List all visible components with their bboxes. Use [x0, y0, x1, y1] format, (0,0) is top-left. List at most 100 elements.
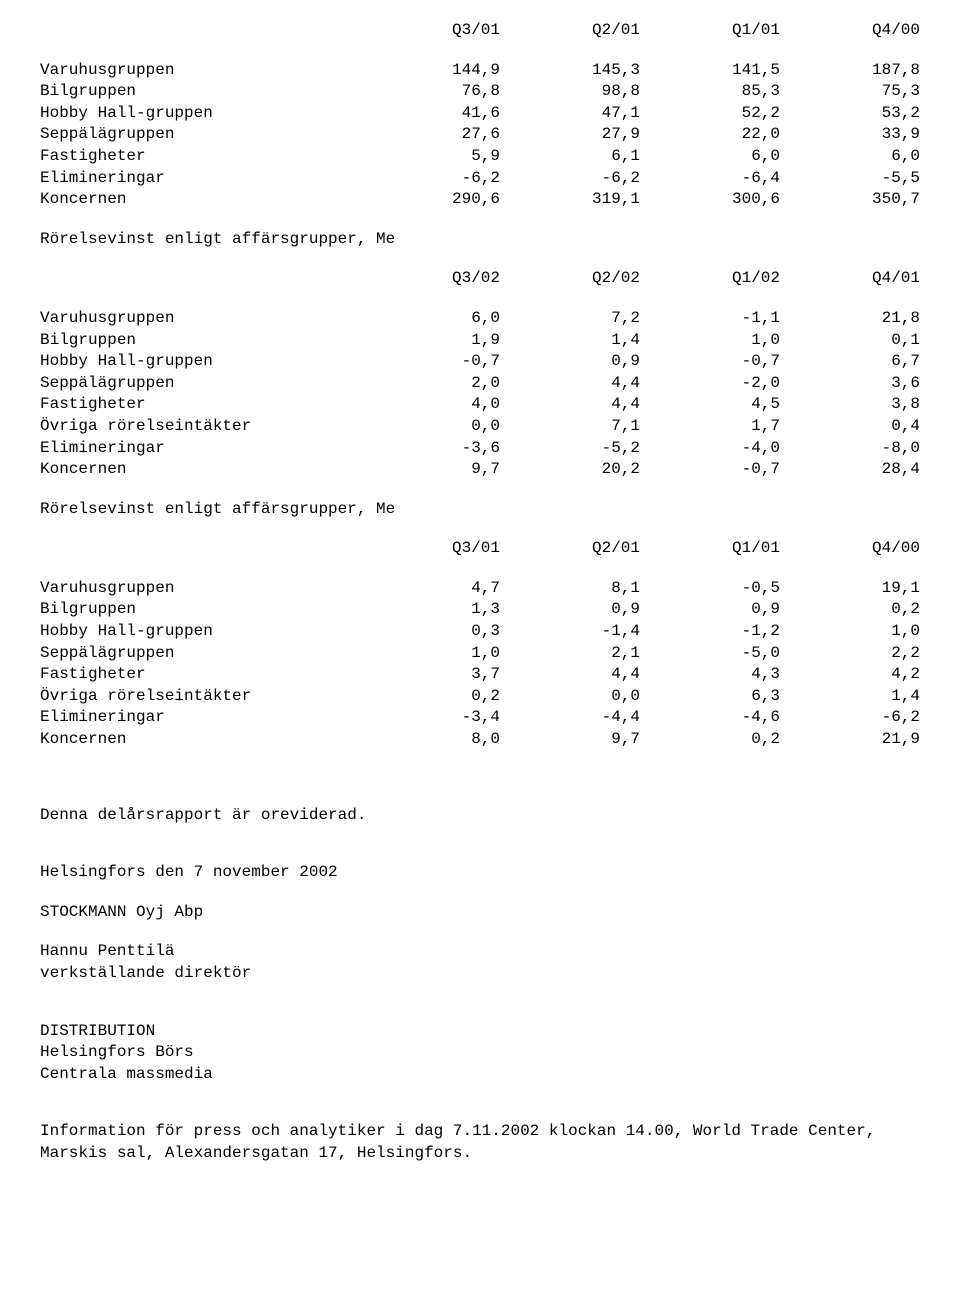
cell: 9,7	[500, 729, 640, 751]
row-label: Fastigheter	[40, 664, 360, 686]
cell: -5,2	[500, 438, 640, 460]
footer-line-6: DISTRIBUTION	[40, 1021, 920, 1043]
cell: 4,7	[360, 578, 500, 600]
col-header: Q3/01	[360, 20, 500, 42]
cell: 1,3	[360, 599, 500, 621]
col-header: Q3/02	[360, 268, 500, 290]
row-label: Seppälägruppen	[40, 643, 360, 665]
cell: 0,2	[360, 686, 500, 708]
cell: 0,4	[780, 416, 920, 438]
table-row: Seppälägruppen2,04,4-2,03,6	[40, 373, 920, 395]
cell: 6,7	[780, 351, 920, 373]
cell: -4,6	[640, 707, 780, 729]
footer-line-5: verkställande direktör	[40, 963, 920, 985]
col-header: Q4/01	[780, 268, 920, 290]
row-label: Hobby Hall-gruppen	[40, 351, 360, 373]
cell: 187,8	[780, 60, 920, 82]
cell: 0,3	[360, 621, 500, 643]
table-row: Bilgruppen1,30,90,90,2	[40, 599, 920, 621]
cell: 21,8	[780, 308, 920, 330]
cell: 1,4	[500, 330, 640, 352]
cell: 4,4	[500, 664, 640, 686]
cell: 4,5	[640, 394, 780, 416]
cell: 1,0	[640, 330, 780, 352]
cell: 6,0	[640, 146, 780, 168]
table-row: Koncernen8,09,70,221,9	[40, 729, 920, 751]
table-row: Elimineringar-3,4-4,4-4,6-6,2	[40, 707, 920, 729]
cell: 0,1	[780, 330, 920, 352]
cell: 21,9	[780, 729, 920, 751]
cell: -0,7	[640, 459, 780, 481]
cell: 6,0	[360, 308, 500, 330]
table-header-row: Q3/02 Q2/02 Q1/02 Q4/01	[40, 268, 920, 290]
cell: 0,9	[640, 599, 780, 621]
cell: 1,0	[360, 643, 500, 665]
table-header-row: Q3/01 Q2/01 Q1/01 Q4/00	[40, 538, 920, 560]
cell: 7,2	[500, 308, 640, 330]
cell: -2,0	[640, 373, 780, 395]
cell: 52,2	[640, 103, 780, 125]
row-label: Elimineringar	[40, 438, 360, 460]
cell: -1,1	[640, 308, 780, 330]
row-label: Övriga rörelseintäkter	[40, 686, 360, 708]
cell: 53,2	[780, 103, 920, 125]
footer-line-7: Helsingfors Börs	[40, 1042, 920, 1064]
cell: 0,9	[500, 351, 640, 373]
cell: 4,2	[780, 664, 920, 686]
table-row: Koncernen9,720,2-0,728,4	[40, 459, 920, 481]
footer-line-1: Denna delårsrapport är oreviderad.	[40, 805, 920, 827]
cell: 145,3	[500, 60, 640, 82]
col-header: Q4/00	[780, 538, 920, 560]
cell: 0,2	[640, 729, 780, 751]
cell: 98,8	[500, 81, 640, 103]
cell: 75,3	[780, 81, 920, 103]
cell: 22,0	[640, 124, 780, 146]
table-row: Fastigheter3,74,44,34,2	[40, 664, 920, 686]
table-2: Q3/02 Q2/02 Q1/02 Q4/01 Varuhusgruppen6,…	[40, 268, 920, 480]
table-row: Övriga rörelseintäkter0,07,11,70,4	[40, 416, 920, 438]
cell: 2,0	[360, 373, 500, 395]
cell: 33,9	[780, 124, 920, 146]
col-header: Q2/01	[500, 538, 640, 560]
footer-line-3: STOCKMANN Oyj Abp	[40, 902, 920, 924]
col-header: Q4/00	[780, 20, 920, 42]
cell: 144,9	[360, 60, 500, 82]
cell: -4,4	[500, 707, 640, 729]
cell: 0,2	[780, 599, 920, 621]
cell: -1,2	[640, 621, 780, 643]
col-header: Q2/02	[500, 268, 640, 290]
table-row: Bilgruppen1,91,41,00,1	[40, 330, 920, 352]
table-3: Q3/01 Q2/01 Q1/01 Q4/00 Varuhusgruppen4,…	[40, 538, 920, 750]
cell: 27,9	[500, 124, 640, 146]
cell: -0,7	[640, 351, 780, 373]
footer-line-4: Hannu Penttilä	[40, 941, 920, 963]
cell: -8,0	[780, 438, 920, 460]
cell: -0,7	[360, 351, 500, 373]
cell: 1,9	[360, 330, 500, 352]
row-label: Elimineringar	[40, 707, 360, 729]
row-label: Seppälägruppen	[40, 124, 360, 146]
footer-line-8: Centrala massmedia	[40, 1064, 920, 1086]
table-row: Varuhusgruppen4,78,1-0,519,1	[40, 578, 920, 600]
col-header: Q1/01	[640, 20, 780, 42]
cell: 300,6	[640, 189, 780, 211]
blank-label	[40, 268, 360, 290]
cell: 1,4	[780, 686, 920, 708]
cell: 76,8	[360, 81, 500, 103]
cell: 4,3	[640, 664, 780, 686]
cell: 3,6	[780, 373, 920, 395]
cell: 4,4	[500, 394, 640, 416]
cell: 19,1	[780, 578, 920, 600]
row-label: Hobby Hall-gruppen	[40, 621, 360, 643]
cell: 3,7	[360, 664, 500, 686]
row-label: Bilgruppen	[40, 330, 360, 352]
cell: 5,9	[360, 146, 500, 168]
section-title-3: Rörelsevinst enligt affärsgrupper, Me	[40, 499, 920, 521]
section-title-2: Rörelsevinst enligt affärsgrupper, Me	[40, 229, 920, 251]
table-header-row: Q3/01 Q2/01 Q1/01 Q4/00	[40, 20, 920, 42]
footer-line-9: Information för press och analytiker i d…	[40, 1121, 920, 1164]
cell: -3,4	[360, 707, 500, 729]
row-label: Bilgruppen	[40, 81, 360, 103]
row-label: Varuhusgruppen	[40, 578, 360, 600]
table-row: Varuhusgruppen144,9145,3141,5187,8	[40, 60, 920, 82]
